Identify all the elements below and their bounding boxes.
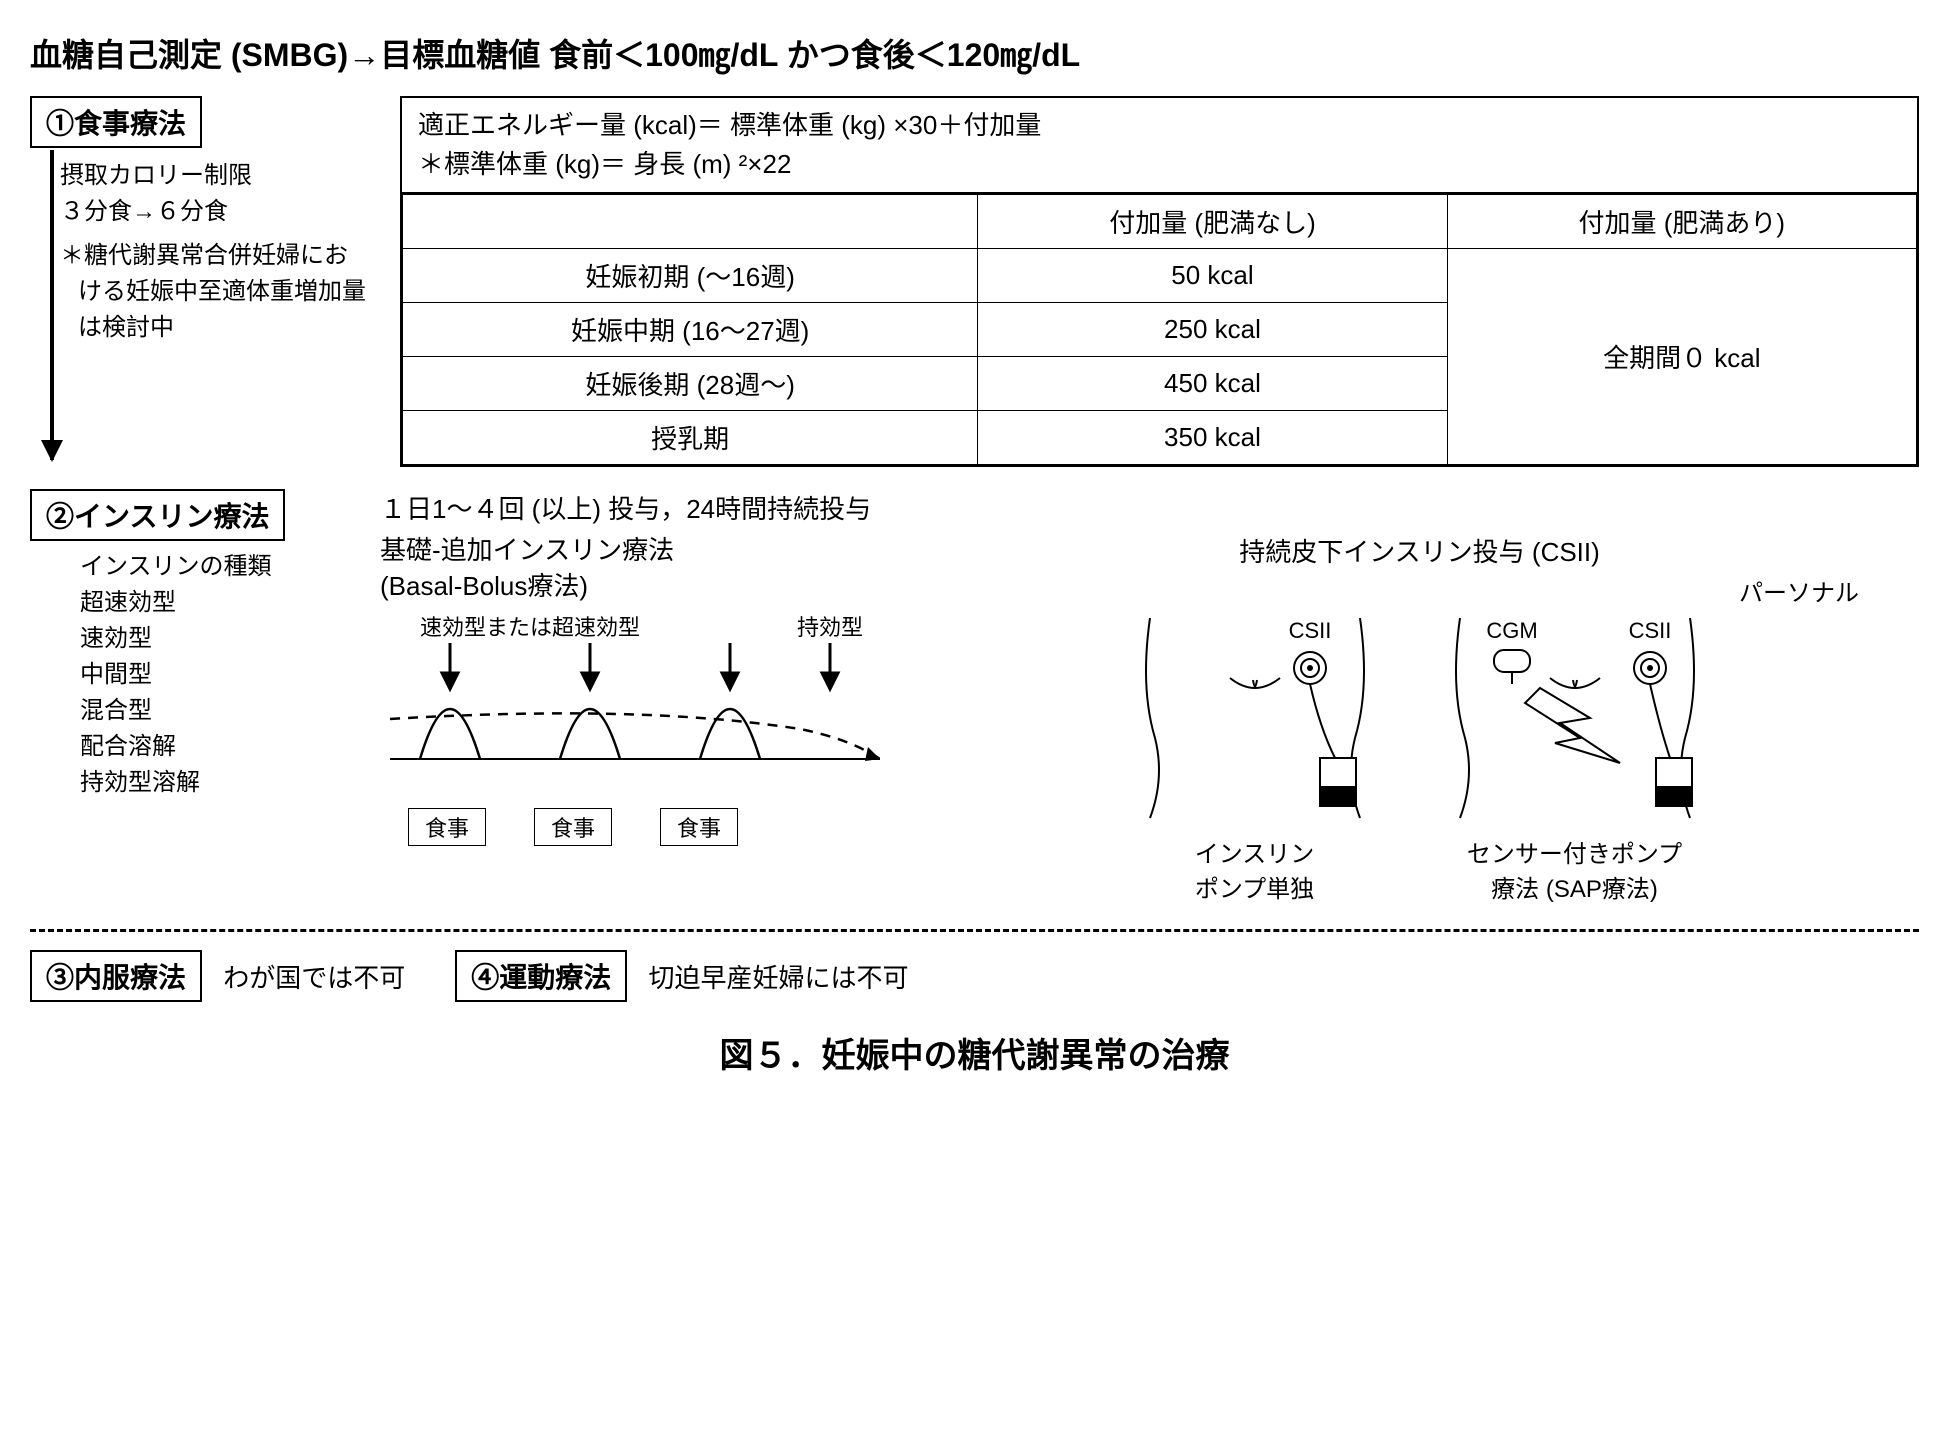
torso2-caption-a: センサー付きポンプ	[1420, 839, 1730, 870]
infusion-site-icon	[1294, 652, 1326, 684]
type-item: 持効型溶解	[80, 765, 360, 801]
bb-label2: 持効型	[797, 615, 863, 640]
torso1-caption-b: ポンプ単独	[1110, 874, 1400, 905]
section3-heading: ③内服療法	[30, 950, 202, 1002]
type-item: 混合型	[80, 693, 360, 729]
energy-line1: 適正エネルギー量 (kcal)＝ 標準体重 (kg) ×30＋付加量	[418, 106, 1901, 145]
cgm-sensor-icon	[1494, 650, 1530, 684]
tube-icon	[1650, 684, 1670, 758]
row-diet: ①食事療法 摂取カロリー制限 ３分食→６分食 ＊糖代謝異常合併妊婦における妊娠中…	[30, 96, 1919, 467]
csii-label: CSII	[1628, 618, 1671, 643]
cgm-label: CGM	[1486, 618, 1537, 643]
insulin-top-text: １日1～４回 (以上) 投与，24時間持続投与	[380, 489, 1919, 526]
infusion-site-icon	[1634, 652, 1666, 684]
torso-1: CSII インスリン	[1110, 608, 1400, 905]
diet-notes: 摂取カロリー制限 ３分食→６分食 ＊糖代謝異常合併妊婦における妊娠中至適体重増加…	[60, 158, 370, 346]
torso1-caption-a: インスリン	[1110, 839, 1400, 870]
tube-icon	[1310, 684, 1335, 758]
meal-row: 食事 食事 食事	[408, 808, 900, 846]
divider	[30, 929, 1919, 932]
pump-icon	[1320, 758, 1356, 806]
section4-note: 切迫早産妊婦には不可	[649, 963, 909, 993]
cell-period: 妊娠中期 (16～27週)	[403, 303, 978, 357]
bolus-humps-icon	[420, 709, 760, 759]
cell-val: 450 kcal	[978, 357, 1447, 411]
energy-line2: ＊標準体重 (kg)＝ 身長 (m) ²×22	[418, 145, 1901, 184]
insulin-right: １日1～４回 (以上) 投与，24時間持続投与 基礎‐追加インスリン療法 (Ba…	[380, 489, 1919, 905]
bb-line1: 基礎‐追加インスリン療法	[380, 532, 900, 568]
bb-label1: 速効型または超速効型	[420, 615, 640, 640]
csii-block: 持続皮下インスリン投与 (CSII) パーソナル CSII	[920, 532, 1919, 905]
col-no-obese: 付加量 (肥満なし)	[978, 195, 1447, 249]
energy-header: 適正エネルギー量 (kcal)＝ 標準体重 (kg) ×30＋付加量 ＊標準体重…	[402, 98, 1917, 194]
cell-period: 授乳期	[403, 411, 978, 465]
section4-group: ④運動療法 切迫早産妊婦には不可	[455, 950, 908, 1002]
torso2-caption-b: 療法 (SAP療法)	[1420, 874, 1730, 905]
bb-line2: (Basal-Bolus療法)	[380, 568, 900, 604]
type-item: 中間型	[80, 657, 360, 693]
cell-val: 350 kcal	[978, 411, 1447, 465]
col-obese: 付加量 (肥満あり)	[1447, 195, 1916, 249]
torso-row: CSII インスリン	[920, 608, 1919, 905]
figure-title: 図５．妊娠中の糖代謝異常の治療	[30, 1028, 1919, 1077]
basal-bolus-block: 基礎‐追加インスリン療法 (Basal-Bolus療法) 速効型または超速効型 …	[380, 532, 900, 846]
meal-label: 食事	[534, 808, 612, 846]
section4-heading: ④運動療法	[455, 950, 627, 1002]
section1-heading: ①食事療法	[30, 96, 202, 148]
basal-bolus-chart: 速効型または超速効型 持効型	[380, 609, 900, 846]
diet-note1: 摂取カロリー制限	[60, 158, 370, 194]
cell-period: 妊娠後期 (28週～)	[403, 357, 978, 411]
table-row: 付加量 (肥満なし) 付加量 (肥満あり)	[403, 195, 1917, 249]
arrows-icon	[442, 643, 838, 689]
insulin-left: ②インスリン療法 インスリンの種類 超速効型 速効型 中間型 混合型 配合溶解 …	[30, 489, 360, 801]
types-title: インスリンの種類	[80, 549, 360, 585]
personal-label: パーソナル	[920, 573, 1919, 608]
energy-table-box: 適正エネルギー量 (kcal)＝ 標準体重 (kg) ×30＋付加量 ＊標準体重…	[400, 96, 1919, 467]
lightning-icon	[1525, 688, 1620, 763]
pump-icon	[1656, 758, 1692, 806]
insulin-diagrams: 基礎‐追加インスリン療法 (Basal-Bolus療法) 速効型または超速効型 …	[380, 532, 1919, 905]
cell-val: 250 kcal	[978, 303, 1447, 357]
table-row: 妊娠初期 (～16週) 50 kcal 全期間０ kcal	[403, 249, 1917, 303]
section3-group: ③内服療法 わが国では不可	[30, 950, 405, 1002]
type-item: 超速効型	[80, 585, 360, 621]
section2-heading: ②インスリン療法	[30, 489, 285, 541]
col-period	[403, 195, 978, 249]
section3-note: わが国では不可	[223, 963, 405, 993]
csii-title: 持続皮下インスリン投与 (CSII)	[920, 532, 1919, 569]
row-bottom: ③内服療法 わが国では不可 ④運動療法 切迫早産妊婦には不可	[30, 950, 1919, 1002]
torso-2: CGM CSII	[1420, 608, 1730, 905]
diet-column: ①食事療法 摂取カロリー制限 ３分食→６分食 ＊糖代謝異常合併妊婦における妊娠中…	[30, 96, 370, 346]
type-item: 配合溶解	[80, 729, 360, 765]
cell-obese: 全期間０ kcal	[1447, 249, 1916, 465]
energy-table: 付加量 (肥満なし) 付加量 (肥満あり) 妊娠初期 (～16週) 50 kca…	[402, 194, 1917, 465]
row-insulin: ②インスリン療法 インスリンの種類 超速効型 速効型 中間型 混合型 配合溶解 …	[30, 489, 1919, 905]
cell-period: 妊娠初期 (～16週)	[403, 249, 978, 303]
diet-note3: ＊糖代謝異常合併妊婦における妊娠中至適体重増加量は検討中	[78, 238, 370, 346]
down-arrow-icon	[50, 150, 54, 460]
type-item: 速効型	[80, 621, 360, 657]
meal-label: 食事	[660, 808, 738, 846]
cell-val: 50 kcal	[978, 249, 1447, 303]
diet-note2: ３分食→６分食	[60, 194, 370, 230]
csii-label: CSII	[1288, 618, 1331, 643]
meal-label: 食事	[408, 808, 486, 846]
page-title: 血糖自己測定 (SMBG)→目標血糖値 食前＜100㎎/dL かつ食後＜120㎎…	[30, 30, 1919, 76]
insulin-types: インスリンの種類 超速効型 速効型 中間型 混合型 配合溶解 持効型溶解	[80, 549, 360, 801]
